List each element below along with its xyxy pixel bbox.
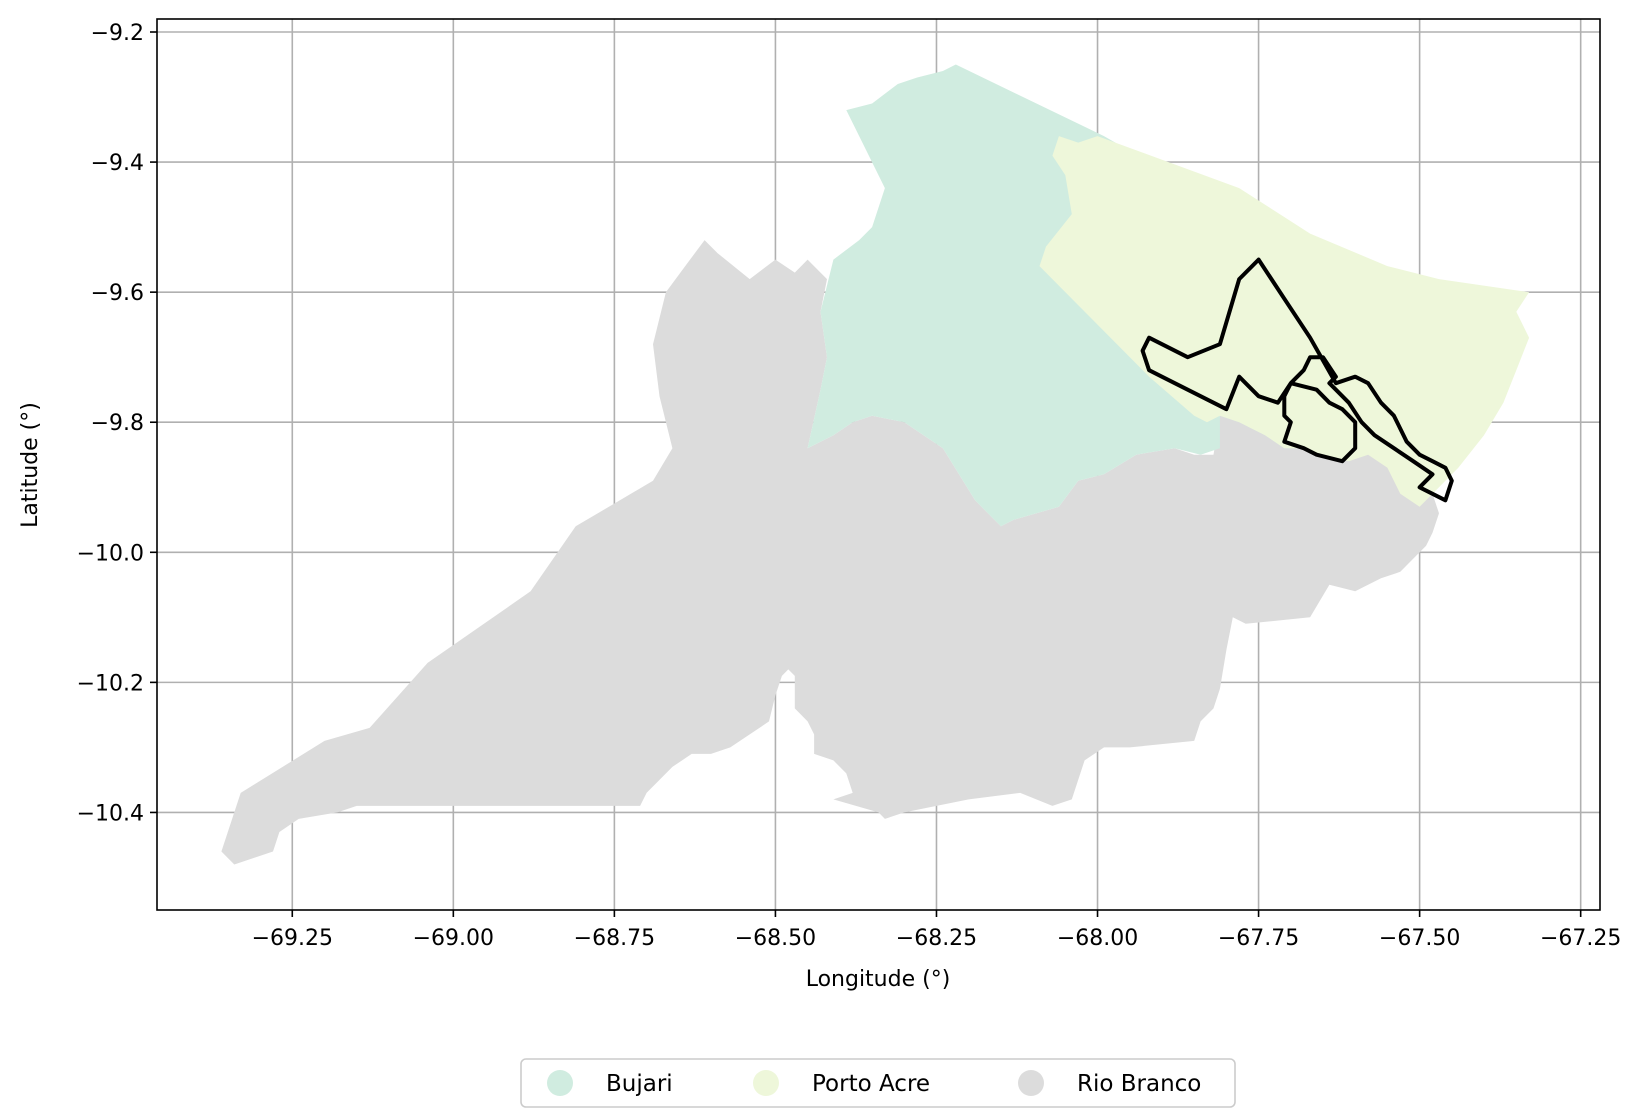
x-tick-label: −68.50 xyxy=(735,926,816,951)
y-tick-label: −10.2 xyxy=(77,671,144,696)
x-axis-ticks: −69.25 −69.00 −68.75 −68.50 −68.25 −68.00 −67.… xyxy=(252,910,1621,951)
legend-box xyxy=(520,1058,1236,1108)
region-rio-branco xyxy=(221,240,1439,865)
x-tick-label: −67.25 xyxy=(1540,926,1621,951)
region-porto-acre xyxy=(1039,136,1530,507)
x-axis-title: Longitude (°) xyxy=(806,967,951,992)
x-tick-label: −69.25 xyxy=(252,926,333,951)
y-axis-ticks: −9.2 −9.4 −9.6 −9.8 −10.0 −10.2 −10.4 xyxy=(77,21,157,826)
legend: Bujari Porto Acre Rio Branco xyxy=(520,1058,1236,1108)
y-tick-label: −9.6 xyxy=(91,281,144,306)
y-tick-label: −9.8 xyxy=(91,411,144,436)
x-tick-label: −67.75 xyxy=(1218,926,1299,951)
regions-layer xyxy=(221,64,1530,865)
legend-item-rio-branco: Rio Branco xyxy=(1018,1070,1201,1097)
y-tick-label: −9.2 xyxy=(91,21,144,46)
legend-label: Rio Branco xyxy=(1077,1071,1201,1097)
plot-frame xyxy=(156,18,1601,911)
y-tick-label: −9.4 xyxy=(91,151,144,176)
x-tick-label: −68.75 xyxy=(574,926,655,951)
legend-item-porto-acre: Porto Acre xyxy=(753,1070,930,1097)
legend-items: Bujari Porto Acre Rio Branco xyxy=(547,1070,1201,1097)
x-tick-label: −68.25 xyxy=(896,926,977,951)
legend-item-bujari: Bujari xyxy=(547,1070,673,1097)
legend-swatch xyxy=(547,1070,573,1096)
outline-layer xyxy=(1140,257,1454,503)
plot-area: −69.25 −69.00 −68.75 −68.50 −68.25 −68.00 −67.… xyxy=(77,18,1621,951)
legend-swatch xyxy=(1018,1070,1044,1096)
x-tick-label: −69.00 xyxy=(413,926,494,951)
y-tick-label: −10.0 xyxy=(77,541,144,566)
boundary-outline-0 xyxy=(1140,257,1454,503)
x-tick-label: −67.50 xyxy=(1379,926,1460,951)
legend-label: Porto Acre xyxy=(812,1071,930,1097)
y-tick-label: −10.4 xyxy=(77,801,144,826)
legend-label: Bujari xyxy=(606,1071,673,1097)
x-tick-label: −68.00 xyxy=(1057,926,1138,951)
legend-swatch xyxy=(753,1070,779,1096)
y-axis-title: Latitude (°) xyxy=(18,402,43,528)
